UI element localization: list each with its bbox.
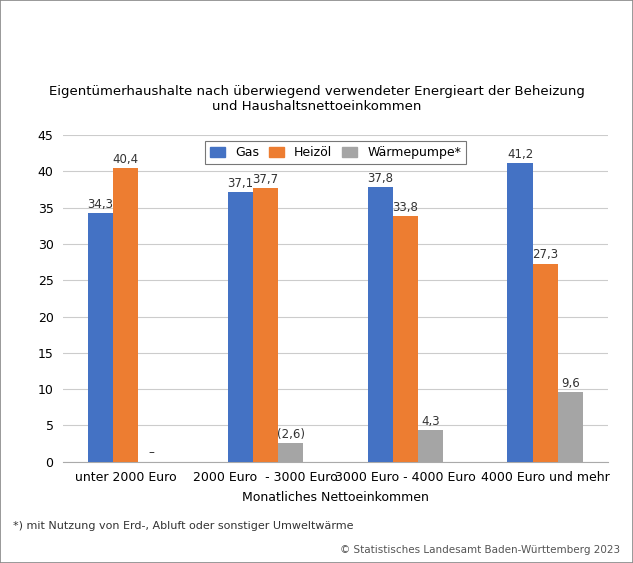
Text: 37,1: 37,1 bbox=[227, 177, 253, 190]
Bar bbox=[253, 188, 278, 462]
Text: 4,3: 4,3 bbox=[421, 415, 440, 428]
Bar bbox=[508, 163, 532, 462]
Text: 41,2: 41,2 bbox=[507, 148, 533, 160]
Bar bbox=[418, 431, 443, 462]
Text: –: – bbox=[148, 446, 154, 459]
Bar bbox=[278, 443, 303, 462]
Text: 33,8: 33,8 bbox=[392, 201, 418, 214]
Text: 37,7: 37,7 bbox=[253, 173, 279, 186]
Bar bbox=[228, 193, 253, 462]
Text: 34,3: 34,3 bbox=[87, 198, 114, 211]
Text: 9,6: 9,6 bbox=[561, 377, 580, 390]
Text: 40,4: 40,4 bbox=[113, 153, 139, 166]
Bar bbox=[393, 216, 418, 462]
Bar bbox=[113, 168, 139, 462]
Bar bbox=[88, 213, 113, 462]
X-axis label: Monatliches Nettoeinkommen: Monatliches Nettoeinkommen bbox=[242, 491, 429, 504]
Text: Eigentümerhaushalte nach überwiegend verwendeter Energieart der Beheizung
und Ha: Eigentümerhaushalte nach überwiegend ver… bbox=[49, 84, 584, 113]
Text: © Statistisches Landesamt Baden-Württemberg 2023: © Statistisches Landesamt Baden-Württemb… bbox=[340, 544, 620, 555]
Text: (2,6): (2,6) bbox=[277, 428, 304, 441]
Legend: Gas, Heizöl, Wärmepumpe*: Gas, Heizöl, Wärmepumpe* bbox=[205, 141, 466, 164]
Text: *) mit Nutzung von Erd-, Abluft oder sonstiger Umweltwärme: *) mit Nutzung von Erd-, Abluft oder son… bbox=[13, 521, 353, 531]
Text: 27,3: 27,3 bbox=[532, 248, 558, 261]
Bar bbox=[532, 263, 558, 462]
Bar bbox=[558, 392, 583, 462]
Bar bbox=[368, 187, 393, 462]
Text: 37,8: 37,8 bbox=[367, 172, 393, 185]
